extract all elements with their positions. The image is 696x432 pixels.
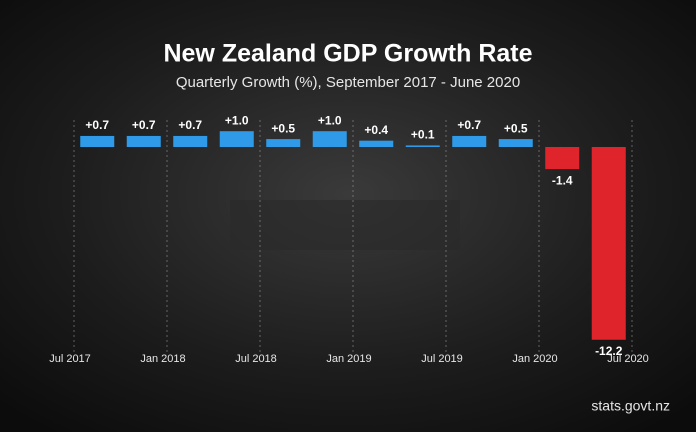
- chart-subtitle: Quarterly Growth (%), September 2017 - J…: [176, 74, 520, 91]
- bar: [266, 139, 301, 147]
- bar: [126, 135, 161, 147]
- bar: [452, 135, 487, 147]
- value-label: -12.2: [595, 344, 623, 358]
- value-label: +0.7: [178, 118, 202, 132]
- value-label: +0.4: [364, 123, 388, 137]
- x-tick-label: Jul 2020: [607, 353, 649, 365]
- bar: [173, 135, 208, 147]
- value-label: -1.4: [552, 173, 573, 187]
- chart-title: New Zealand GDP Growth Rate: [163, 40, 532, 68]
- value-label: +0.7: [457, 118, 481, 132]
- x-tick-label: Jul 2017: [49, 353, 91, 365]
- x-tick-label: Jul 2019: [421, 353, 463, 365]
- value-label: +0.5: [504, 121, 528, 135]
- bar: [405, 145, 440, 147]
- bar: [359, 140, 394, 147]
- value-label: +0.5: [271, 121, 295, 135]
- x-tick-label: Jan 2018: [140, 353, 185, 365]
- bar: [80, 135, 115, 147]
- stage: [230, 200, 460, 250]
- bar: [545, 147, 580, 170]
- bar: [498, 139, 533, 147]
- x-tick-label: Jan 2020: [512, 353, 557, 365]
- x-tick-label: Jan 2019: [326, 353, 371, 365]
- value-label: +1.0: [225, 113, 249, 127]
- source: stats.govt.nz: [591, 398, 670, 414]
- value-label: +1.0: [318, 113, 342, 127]
- value-label: +0.7: [132, 118, 156, 132]
- bar: [591, 147, 626, 340]
- x-tick-label: Jul 2018: [235, 353, 277, 365]
- bar: [312, 131, 347, 147]
- value-label: +0.1: [411, 128, 435, 142]
- value-label: +0.7: [85, 118, 109, 132]
- bar: [219, 131, 254, 147]
